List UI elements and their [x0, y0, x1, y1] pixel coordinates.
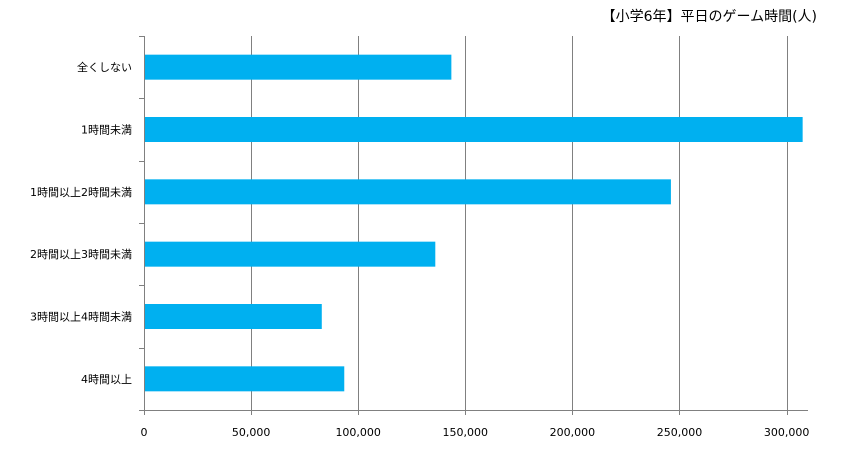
category-label: 2時間以上3時間未満 — [30, 248, 132, 261]
category-label: 1時間未満 — [81, 124, 132, 137]
bar — [144, 179, 671, 205]
x-tick-label: 50,000 — [232, 426, 271, 439]
bar — [144, 366, 345, 392]
bar — [144, 304, 322, 329]
x-tick-label: 100,000 — [335, 426, 381, 439]
bar — [144, 117, 803, 142]
gridlines — [251, 36, 788, 410]
x-tick-label: 0 — [141, 426, 148, 439]
bar — [144, 241, 436, 267]
category-labels: 全くしない 1時間未満 1時間以上2時間未満 2時間以上3時間未満 3時間以上4時間未満… — [30, 60, 132, 386]
category-label: 1時間以上2時間未満 — [30, 186, 132, 199]
x-tick-labels: 0 50,000 100,000 150,000 200,000 250,000 300,0… — [141, 426, 810, 439]
category-label: 4時間以上 — [81, 373, 132, 386]
chart-title: 【小学6年】平日のゲーム時間(人) — [601, 9, 817, 25]
category-label: 3時間以上4時間未満 — [30, 311, 132, 324]
bar — [144, 54, 452, 80]
x-tick-label: 250,000 — [657, 426, 703, 439]
bars — [144, 54, 803, 392]
x-tick-label: 150,000 — [443, 426, 489, 439]
category-label: 全くしない — [77, 60, 132, 74]
axes — [139, 36, 808, 415]
x-tick-label: 200,000 — [550, 426, 596, 439]
x-tick-label: 300,000 — [764, 426, 810, 439]
